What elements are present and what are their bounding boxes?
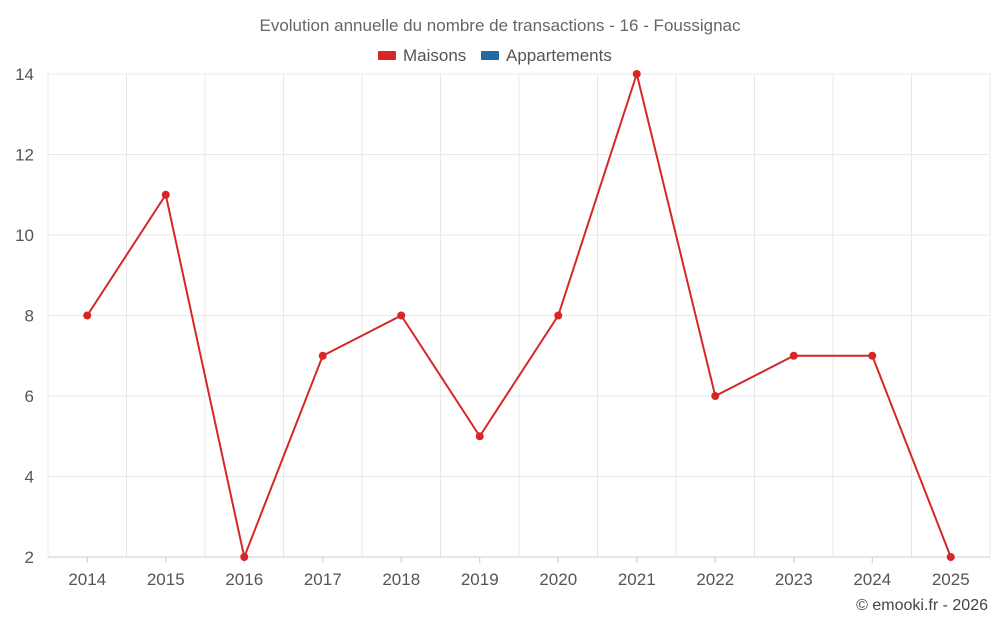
credit-text: © emooki.fr - 2026: [856, 597, 988, 614]
x-tick-label-2024: 2024: [853, 570, 891, 589]
chart-title: Evolution annuelle du nombre de transact…: [259, 16, 741, 35]
x-tick-label-2016: 2016: [225, 570, 263, 589]
y-tick-label-6: 6: [25, 387, 34, 406]
y-tick-label-12: 12: [15, 146, 34, 165]
legend-item-maisons[interactable]: Maisons: [378, 46, 466, 65]
legend-label-appartements: Appartements: [506, 46, 612, 65]
x-tick-label-2014: 2014: [68, 570, 106, 589]
legend-swatch-appartements: [481, 51, 499, 60]
x-tick-label-2018: 2018: [382, 570, 420, 589]
y-tick-label-2: 2: [25, 548, 34, 567]
series-line-maisons: [86, 73, 952, 558]
data-point-maisons-2021: [632, 70, 641, 78]
x-tick-label-2023: 2023: [775, 570, 813, 589]
data-point-maisons-2018: [397, 311, 406, 320]
y-tick-label-8: 8: [25, 307, 34, 326]
x-tick-label-2020: 2020: [539, 570, 577, 589]
x-tick-label-2025: 2025: [932, 570, 970, 589]
y-tick-label-4: 4: [25, 468, 34, 487]
legend: Maisons Appartements: [378, 46, 612, 65]
y-tick-label-10: 10: [15, 226, 34, 245]
x-tick-label-2022: 2022: [696, 570, 734, 589]
data-point-maisons-2017: [318, 351, 327, 360]
x-tick-label-2021: 2021: [618, 570, 656, 589]
data-point-maisons-2025: [946, 553, 955, 561]
legend-swatch-maisons: [378, 51, 396, 60]
grid: [47, 73, 991, 558]
legend-label-maisons: Maisons: [403, 46, 466, 65]
data-point-maisons-2024: [868, 351, 877, 360]
data-point-maisons-2015: [161, 190, 170, 199]
x-tick-label-2019: 2019: [461, 570, 499, 589]
y-tick-label-14: 14: [15, 65, 34, 84]
data-point-maisons-2019: [475, 432, 484, 441]
axes: 2 4 6 8 10 12 14 2014 2015 2016 2017 2018 2019 2020 20…: [15, 65, 990, 589]
data-point-maisons-2023: [789, 351, 798, 360]
series-maisons: [83, 70, 955, 561]
data-point-maisons-2022: [711, 392, 720, 400]
x-tick-label-2015: 2015: [147, 570, 185, 589]
legend-item-appartements[interactable]: Appartements: [481, 46, 612, 65]
data-point-maisons-2020: [554, 311, 563, 320]
data-point-maisons-2016: [240, 553, 249, 561]
data-point-maisons-2014: [83, 311, 92, 320]
x-tick-label-2017: 2017: [304, 570, 342, 589]
